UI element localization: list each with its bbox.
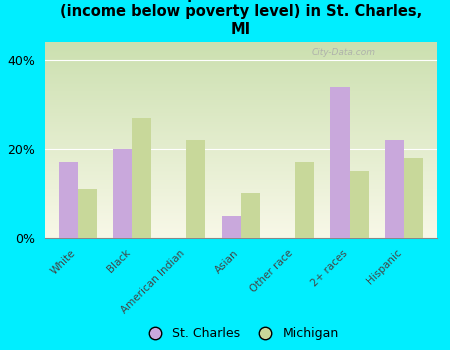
Bar: [385, 140, 404, 238]
Bar: [77, 189, 97, 238]
Bar: [186, 140, 205, 238]
Legend: St. Charles, Michigan: St. Charles, Michigan: [137, 322, 344, 345]
Title: Breakdown of poor residents within races
(income below poverty level) in St. Cha: Breakdown of poor residents within races…: [59, 0, 422, 37]
Bar: [350, 171, 369, 238]
Bar: [222, 216, 241, 238]
Bar: [113, 149, 132, 238]
Text: City-Data.com: City-Data.com: [311, 48, 375, 57]
Bar: [241, 194, 260, 238]
Bar: [330, 86, 350, 238]
Bar: [295, 162, 314, 238]
Bar: [132, 118, 151, 238]
Bar: [404, 158, 423, 238]
Bar: [58, 162, 77, 238]
